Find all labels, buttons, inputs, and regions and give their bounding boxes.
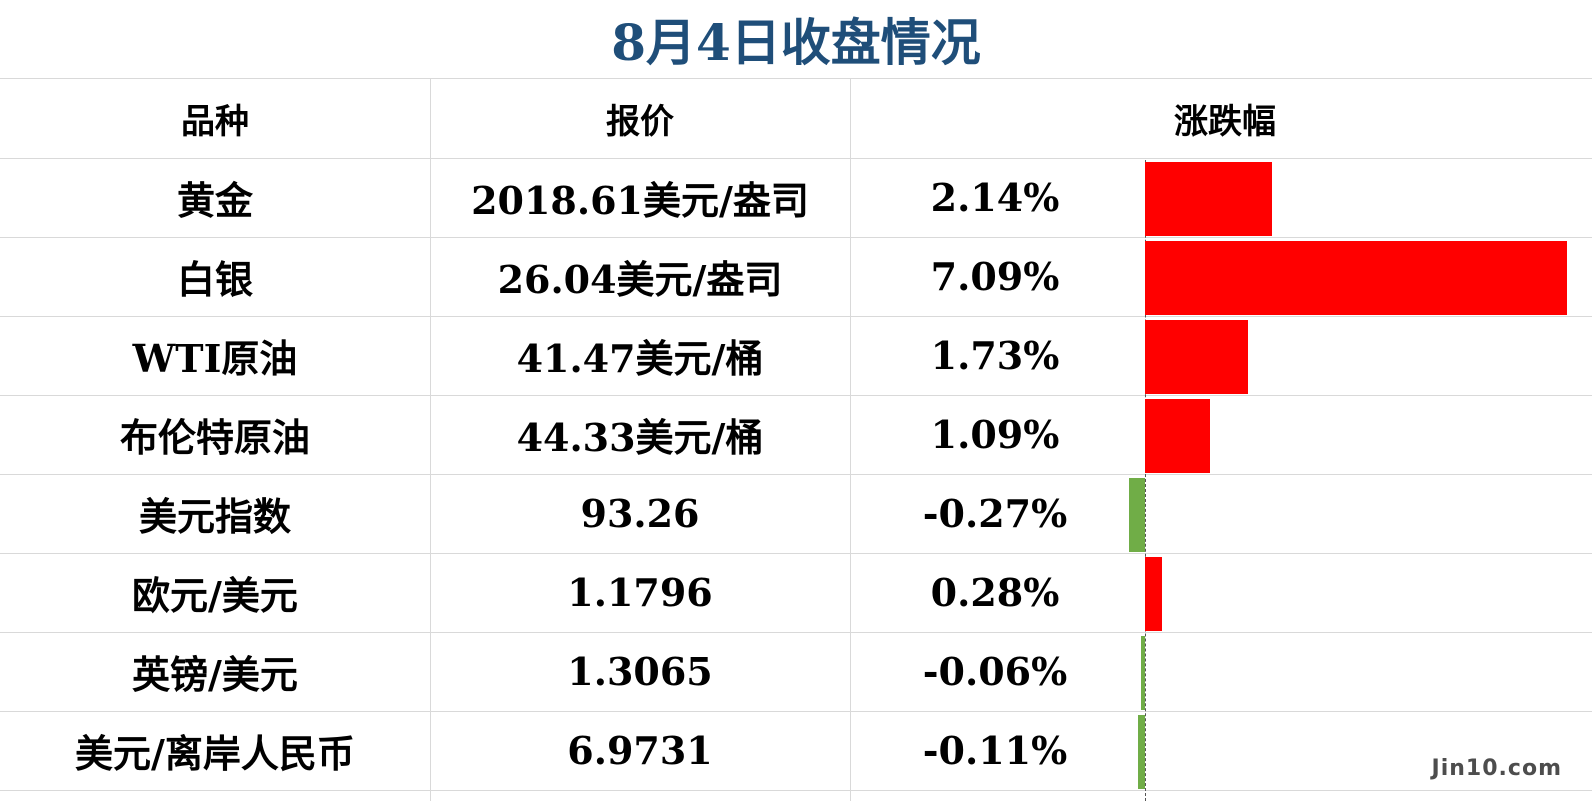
header-price: 报价: [606, 102, 674, 142]
variety-cell: 黄金: [176, 178, 253, 223]
change-label: 1.09%: [930, 412, 1060, 457]
variety-cell: WTI原油: [132, 336, 298, 381]
variety-cell: 美元指数: [138, 494, 291, 539]
change-bar: [1145, 319, 1248, 394]
change-bar: [1145, 556, 1162, 631]
grid-line: [0, 632, 1592, 633]
column-divider: [850, 79, 851, 801]
price-cell: 1.1796: [567, 570, 713, 615]
change-label: 7.09%: [930, 254, 1060, 299]
change-bar: [1141, 635, 1145, 710]
change-bar: [1145, 240, 1567, 315]
change-bar: [1145, 398, 1210, 473]
grid-line: [0, 474, 1592, 475]
variety-cell: 白银: [176, 257, 253, 302]
grid-line: [0, 711, 1592, 712]
price-cell: 44.33美元/桶: [516, 415, 764, 460]
change-label: 0.28%: [930, 570, 1060, 615]
grid-line: [0, 158, 1592, 159]
change-label: -0.27%: [922, 491, 1068, 536]
price-cell: 1.3065: [567, 649, 713, 694]
zero-axis: [1145, 160, 1146, 801]
page-title: 8月4日收盘情况: [0, 0, 1592, 79]
grid-line: [0, 553, 1592, 554]
price-cell: 2018.61美元/盎司: [471, 178, 809, 223]
watermark: Jin10.com: [1431, 756, 1562, 781]
price-cell: 26.04美元/盎司: [497, 257, 783, 302]
header-variety: 品种: [181, 102, 249, 142]
change-label: -0.11%: [922, 728, 1068, 773]
change-bar: [1128, 477, 1145, 552]
change-bar: [1138, 714, 1145, 789]
variety-cell: 欧元/美元: [132, 573, 298, 618]
column-divider: [430, 79, 431, 801]
change-label: -0.06%: [922, 649, 1068, 694]
grid-line: [0, 316, 1592, 317]
variety-cell: 美元/离岸人民币: [75, 731, 355, 776]
change-bar: [1145, 161, 1273, 236]
grid-line: [0, 395, 1592, 396]
change-label: 2.14%: [930, 175, 1060, 220]
variety-cell: 布伦特原油: [119, 415, 310, 460]
grid-line: [0, 790, 1592, 791]
price-cell: 41.47美元/桶: [516, 336, 764, 381]
grid-line: [0, 237, 1592, 238]
price-cell: 6.9731: [567, 728, 713, 773]
header-change: 涨跌幅: [1174, 102, 1276, 142]
price-cell: 93.26: [580, 491, 700, 536]
change-label: 1.73%: [930, 333, 1060, 378]
variety-cell: 英镑/美元: [132, 652, 298, 697]
